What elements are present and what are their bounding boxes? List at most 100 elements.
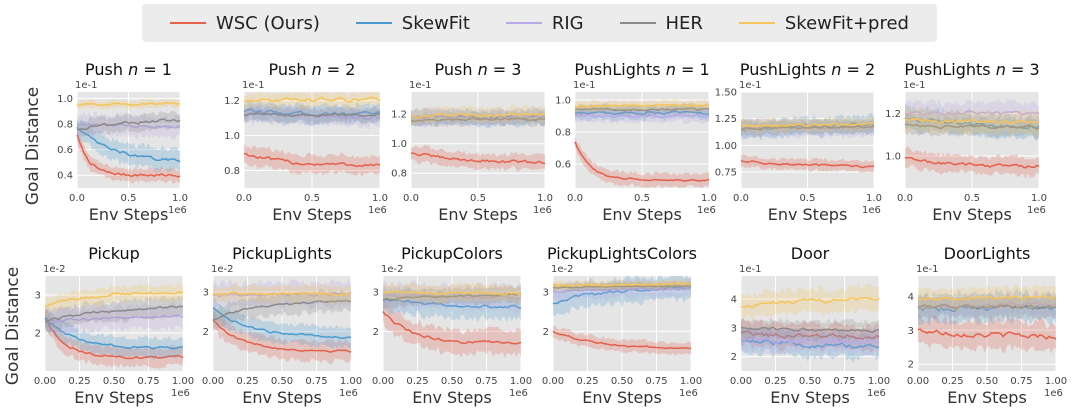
x-tick-label: 0.00 [34, 376, 56, 387]
x-tick-label: 0.25 [406, 376, 428, 387]
x-multiplier: 1e6 [862, 205, 881, 216]
y-tick-label: 3 [203, 287, 209, 298]
series-line [574, 110, 710, 116]
y-tick-label: 1.2 [885, 109, 901, 120]
y-tick-label: 1.25 [715, 114, 737, 125]
panel-title: Push n = 2 [269, 60, 356, 79]
x-tick-label: 1.00 [172, 376, 194, 387]
y-tick-label: 1.2 [224, 96, 240, 107]
x-tick-label: 0.00 [907, 376, 929, 387]
series-line [382, 292, 522, 301]
panel: 0.00 0.25 0.50 0.75 1.00 2 3 1e-2 1e6 PickupLight… [202, 244, 362, 407]
y-multiplier: 1e-2 [551, 264, 574, 275]
y-tick-label: 2 [731, 352, 737, 363]
series-band [905, 106, 1039, 137]
series-line [574, 103, 710, 108]
series-line [740, 125, 875, 131]
series-band [244, 142, 380, 178]
panel-title: PushLights n = 2 [740, 60, 875, 79]
series-line [45, 305, 184, 323]
x-tick-label: 1.0 [701, 193, 717, 204]
y-tick-label: 2 [543, 327, 549, 338]
legend-label: SkewFit+pred [784, 12, 909, 34]
x-tick-label: 0.5 [121, 193, 137, 204]
series-line [574, 113, 710, 119]
panel-title: PushLights n = 3 [904, 60, 1039, 79]
y-tick-label: 0.6 [57, 145, 73, 156]
series-line [243, 96, 381, 103]
y-tick-label: 1.0 [224, 131, 240, 142]
x-tick-label: 0.00 [202, 376, 224, 387]
x-tick-label: 0.25 [68, 376, 90, 387]
series-line [243, 152, 381, 168]
series-line [574, 141, 710, 182]
x-tick-label: 0.75 [137, 376, 159, 387]
panel-title: PushLights n = 1 [574, 60, 709, 79]
y-multiplier: 1e-1 [573, 80, 596, 91]
y-tick-label: 1.0 [391, 139, 407, 150]
series-line [243, 112, 381, 118]
x-multiplier: 1e6 [867, 388, 886, 399]
series-band [213, 297, 351, 350]
y-tick-label: 1.50 [715, 88, 737, 99]
x-tick-label: 0.0 [236, 193, 252, 204]
x-tick-label: 1.00 [680, 376, 702, 387]
series-line [917, 295, 1057, 301]
y-tick-label: 2 [35, 329, 41, 340]
series-line [44, 317, 184, 360]
x-tick-label: 1.0 [866, 193, 882, 204]
series-line [740, 338, 880, 350]
series-line [76, 118, 181, 131]
panel: 0.0 0.5 1.0 0.8 1.0 1.21e-1 1e6 Push n = 2 Env S… [224, 60, 388, 224]
y-tick-label: 1.0 [555, 96, 571, 107]
y-tick-label: 0.75 [715, 168, 737, 179]
series-line [917, 328, 1057, 340]
series-band [411, 144, 545, 172]
panel: 0.00 0.25 0.50 0.75 1.00 2 3 4 1e-1 1e6 DoorLights… [907, 244, 1067, 407]
series-line [552, 285, 692, 305]
x-tick-label: 0.0 [897, 193, 913, 204]
x-multiplier: 1e6 [697, 205, 716, 216]
series-band [77, 110, 180, 138]
series-band [244, 102, 380, 130]
legend-item: SkewFit+pred [738, 12, 909, 34]
series-line [76, 126, 181, 163]
y-tick-label: 4 [731, 295, 737, 306]
legend-swatch [355, 22, 392, 24]
series-line [740, 326, 880, 333]
x-tick-label: 1.0 [537, 193, 553, 204]
x-multiplier: 1e6 [1027, 205, 1046, 216]
series-line [917, 303, 1057, 310]
y-tick-label: 2 [373, 327, 379, 338]
x-tick-label: 0.0 [69, 193, 85, 204]
legend-item: WSC (Ours) [169, 13, 320, 34]
series-band [213, 288, 351, 332]
panel-title: Door [791, 244, 830, 263]
x-axis-label: Env Steps [770, 388, 850, 407]
series-line [917, 301, 1057, 309]
y-tick-label: 0.4 [57, 171, 73, 182]
y-multiplier: 1e-1 [242, 80, 265, 91]
series-line [212, 299, 352, 321]
series-band [741, 283, 879, 322]
legend: WSC (Ours) SkewFit RIG HER SkewFit+pred [142, 4, 937, 42]
series-line [904, 117, 1040, 125]
panel: 0.0 0.5 1.0 0.8 1.0 1.2 1e-1 1e6 Push n = 3 Env S… [391, 60, 553, 224]
series-line [917, 304, 1057, 313]
y-multiplier: 1e-1 [739, 264, 762, 275]
series-line [76, 101, 181, 107]
x-axis-label: Env Steps [768, 205, 848, 224]
y-multiplier: 1e-1 [903, 80, 926, 91]
series-line [76, 134, 181, 178]
series-line [740, 122, 875, 128]
series-line [382, 290, 522, 296]
panel: 0.00 0.25 0.50 0.75 1.00 2 3 1e-2 1e6 Pickup Env S… [34, 244, 194, 407]
series-line [904, 123, 1040, 130]
x-multiplier: 1e6 [533, 205, 552, 216]
row2-ylabel: Goal Distance [3, 267, 23, 385]
legend-item: SkewFit [355, 13, 470, 34]
x-tick-label: 0.75 [833, 376, 855, 387]
x-tick-label: 0.50 [799, 376, 821, 387]
x-tick-label: 0.25 [764, 376, 786, 387]
